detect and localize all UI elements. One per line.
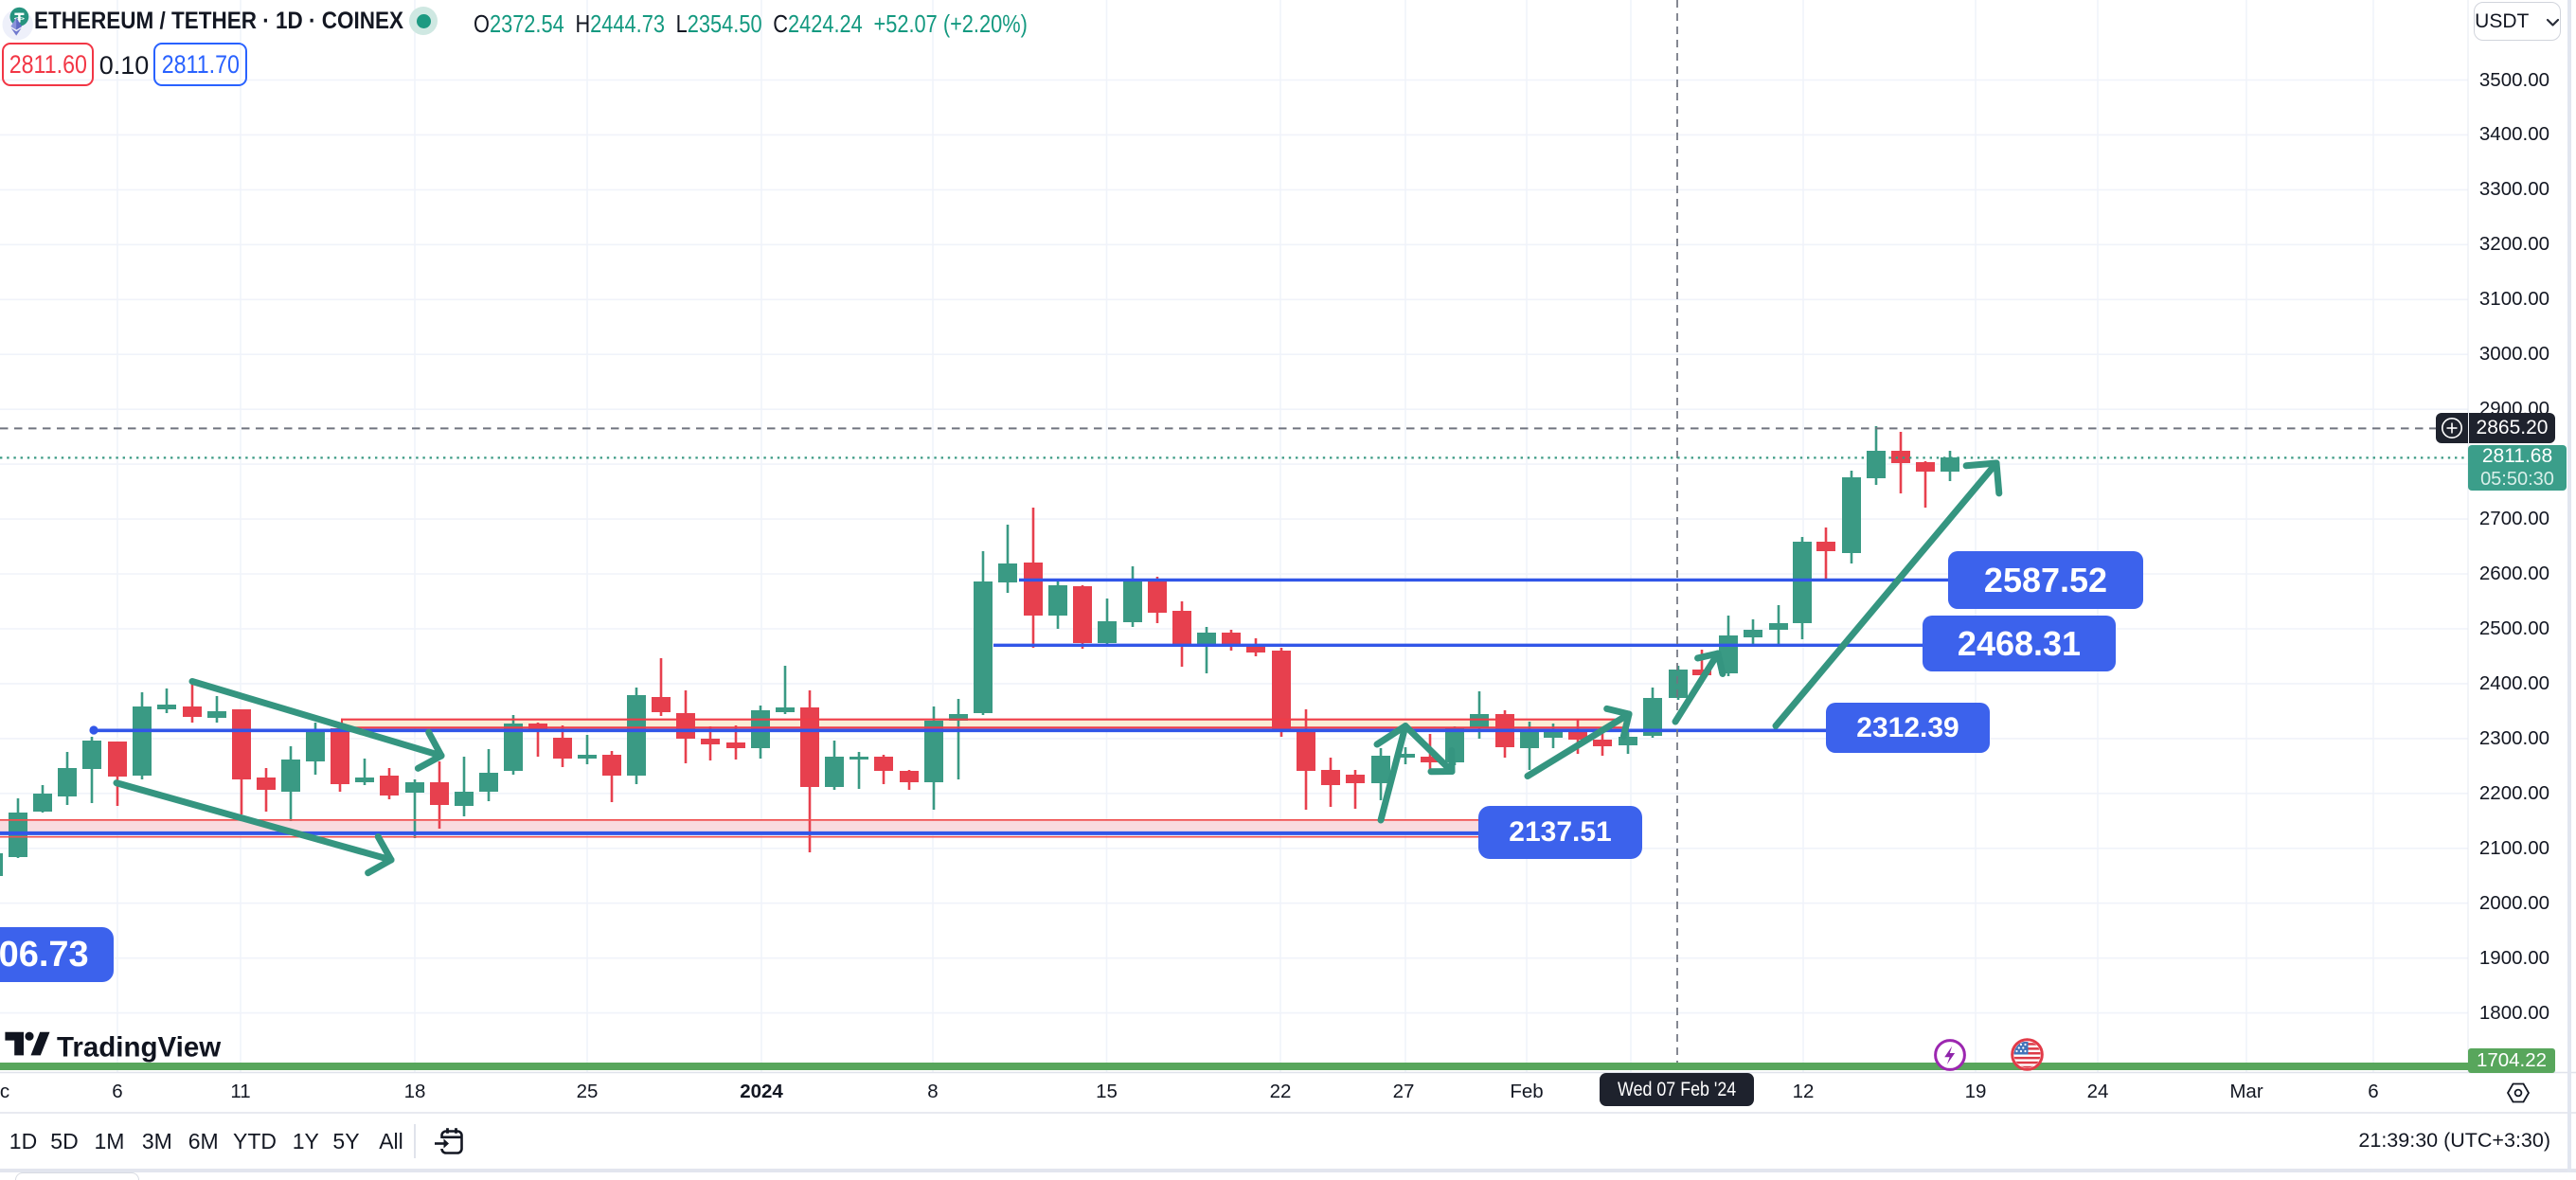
svg-text:TradingView: TradingView xyxy=(57,1032,221,1064)
